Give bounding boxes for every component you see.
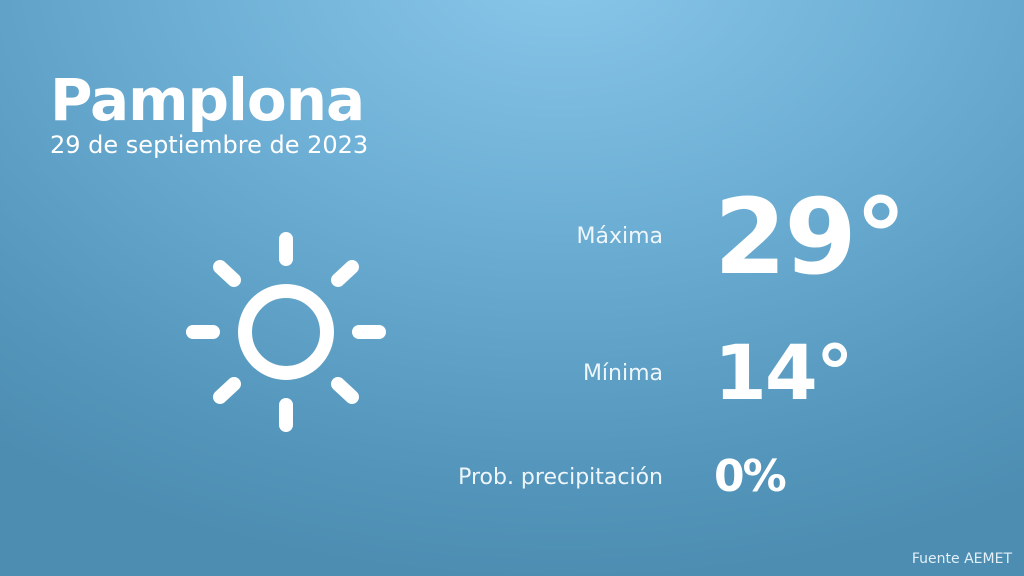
city-title: Pamplona — [50, 66, 365, 134]
precipitation-label: Prob. precipitación — [458, 465, 663, 490]
precipitation-value: 0% — [714, 451, 787, 502]
forecast-date: 29 de septiembre de 2023 — [50, 131, 369, 159]
min-temp-label: Mínima — [582, 361, 663, 386]
source-credit: Fuente AEMET — [911, 551, 1012, 567]
min-temp-value: 14° — [714, 328, 854, 417]
sun-icon — [186, 232, 386, 432]
max-temp-value: 29° — [714, 176, 907, 298]
max-temp-label: Máxima — [576, 224, 663, 249]
